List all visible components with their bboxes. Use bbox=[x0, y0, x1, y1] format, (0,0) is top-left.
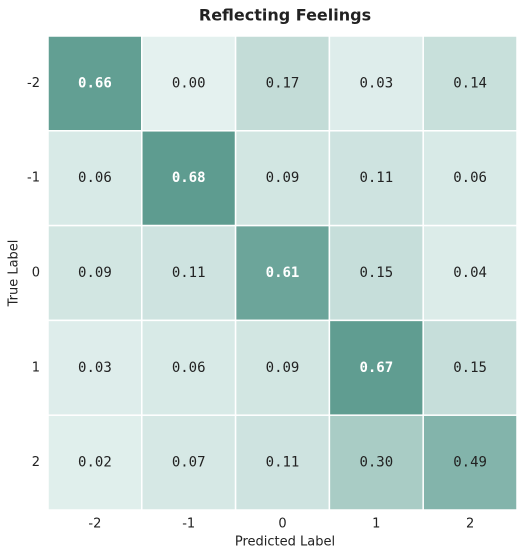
heatmap-cell bbox=[141, 414, 237, 511]
y-tick-label: 2 bbox=[32, 455, 40, 470]
x-tick-label: 2 bbox=[466, 517, 474, 532]
y-tick-label: -2 bbox=[27, 76, 40, 91]
cell-label: 0.61 bbox=[266, 265, 300, 281]
cell-label: 0.14 bbox=[453, 75, 487, 91]
heatmap-cell bbox=[328, 35, 424, 132]
heatmap-cell bbox=[234, 414, 331, 511]
cell-label: 0.06 bbox=[172, 360, 206, 376]
y-tick-label: 0 bbox=[32, 266, 40, 281]
cell-label: 0.03 bbox=[359, 75, 393, 91]
cell-label: 0.09 bbox=[78, 265, 112, 281]
cell-label: 0.68 bbox=[172, 170, 206, 186]
cell-label: 0.49 bbox=[453, 455, 487, 471]
heatmap-cell bbox=[422, 130, 518, 227]
x-tick-label: -1 bbox=[182, 517, 195, 532]
chart-title: Reflecting Feelings bbox=[199, 6, 371, 25]
cell-label: 0.02 bbox=[78, 455, 112, 471]
cell-label: 0.07 bbox=[172, 455, 206, 471]
y-tick-label: -1 bbox=[27, 171, 40, 186]
heatmap-cell bbox=[234, 130, 331, 227]
cell-label: 0.17 bbox=[266, 75, 300, 91]
cell-label: 0.11 bbox=[359, 170, 393, 186]
heatmap-cell bbox=[234, 35, 331, 132]
heatmap-cell bbox=[141, 35, 237, 132]
y-axis-label: True Label bbox=[7, 240, 22, 308]
heatmap-cell bbox=[141, 319, 237, 416]
cell-label: 0.11 bbox=[266, 455, 300, 471]
cell-label: 0.15 bbox=[359, 265, 393, 281]
x-tick-label: 0 bbox=[278, 517, 286, 532]
heatmap-cell bbox=[47, 35, 143, 132]
cell-label: 0.09 bbox=[266, 360, 300, 376]
heatmap-cell bbox=[422, 414, 518, 511]
heatmap-cell bbox=[328, 224, 424, 322]
cell-label: 0.04 bbox=[453, 265, 487, 281]
heatmap-cell bbox=[422, 319, 518, 416]
cell-label: 0.00 bbox=[172, 75, 206, 91]
cell-label: 0.03 bbox=[78, 360, 112, 376]
heatmap-cell bbox=[234, 319, 331, 416]
heatmap-cell bbox=[47, 414, 143, 511]
x-axis-label: Predicted Label bbox=[235, 535, 335, 550]
cell-label: 0.06 bbox=[78, 170, 112, 186]
cell-label: 0.09 bbox=[266, 170, 300, 186]
heatmap-cell bbox=[328, 319, 424, 416]
y-tick-label: 1 bbox=[32, 360, 40, 375]
x-tick-label: -2 bbox=[88, 517, 101, 532]
heatmap-cell bbox=[47, 319, 143, 416]
cell-label: 0.15 bbox=[453, 360, 487, 376]
cell-label: 0.66 bbox=[78, 75, 112, 91]
cell-label: 0.67 bbox=[359, 360, 393, 376]
cell-label: 0.11 bbox=[172, 265, 206, 281]
heatmap-cell bbox=[141, 224, 237, 322]
heatmap-cell bbox=[47, 130, 143, 227]
x-tick-label: 1 bbox=[372, 517, 380, 532]
cell-label: 0.30 bbox=[359, 455, 393, 471]
cell-label: 0.06 bbox=[453, 170, 487, 186]
